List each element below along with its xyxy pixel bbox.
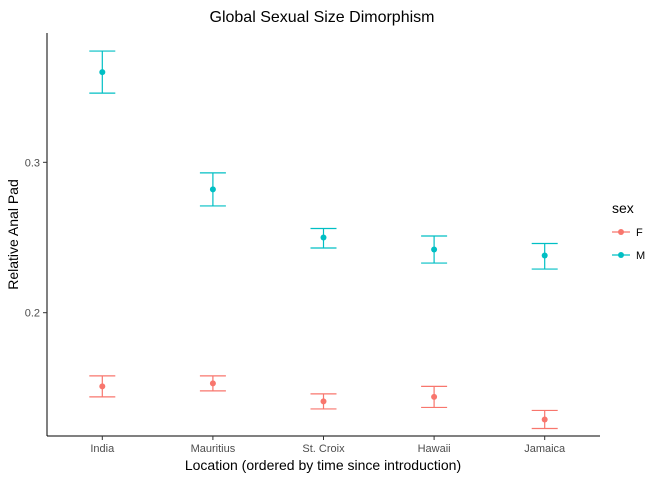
series-M: [89, 50, 558, 270]
data-point: [209, 380, 216, 387]
y-tick-label: 0.2: [25, 308, 40, 320]
y-axis-title: Relative Anal Pad: [5, 179, 21, 290]
x-tick-label: Hawaii: [418, 443, 451, 455]
chart-title: Global Sexual Size Dimorphism: [210, 9, 435, 26]
legend: sex FM: [612, 200, 645, 262]
data-point: [320, 234, 327, 241]
legend-item-M: M: [612, 250, 645, 262]
x-tick-label: St. Croix: [302, 443, 345, 455]
data-point: [209, 186, 216, 193]
legend-key-point: [618, 252, 624, 258]
x-tick-label: Mauritius: [191, 443, 236, 455]
x-axis-title: Location (ordered by time since introduc…: [185, 457, 461, 473]
y-ticks: 0.2 0.3: [25, 157, 47, 320]
x-tick-label: Jamaica: [524, 443, 566, 455]
data-marks: [89, 50, 558, 430]
data-point: [99, 383, 106, 390]
data-point: [431, 246, 438, 253]
legend-key-point: [618, 229, 624, 235]
data-point: [320, 398, 327, 405]
data-point: [431, 393, 438, 400]
x-tick-label: India: [90, 443, 115, 455]
legend-item-F: F: [612, 227, 643, 239]
y-tick-label: 0.3: [25, 157, 40, 169]
series-F: [89, 375, 558, 430]
data-point: [99, 69, 106, 76]
data-point: [541, 252, 548, 259]
x-ticks: India Mauritius St. Croix Hawaii Jamaica: [90, 436, 566, 455]
data-point: [541, 416, 548, 423]
legend-label: M: [636, 250, 645, 262]
legend-title: sex: [612, 200, 634, 216]
legend-label: F: [636, 227, 643, 239]
